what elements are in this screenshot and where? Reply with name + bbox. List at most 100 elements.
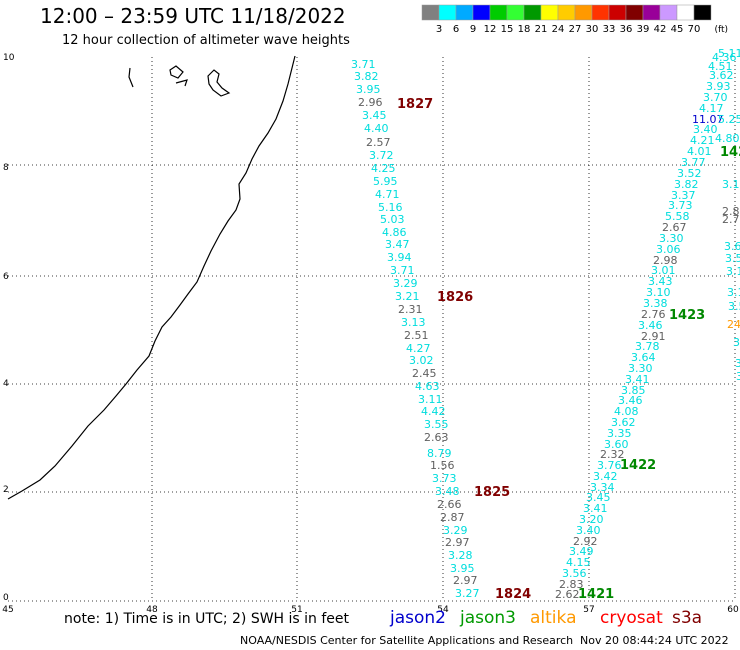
- wave-height-value: 3.30: [659, 232, 684, 245]
- wave-height-value: 3.35: [607, 427, 632, 440]
- legend-label: 9: [470, 24, 476, 35]
- x-tick-label: 51: [291, 605, 302, 615]
- wave-height-value: 3.73: [668, 199, 693, 212]
- wave-height-value: 2.67: [662, 221, 687, 234]
- wave-height-value: 3.85: [621, 384, 646, 397]
- legend-label: 3: [436, 24, 442, 35]
- wave-height-value: 3.73: [432, 472, 457, 485]
- wave-height-value: 3.21: [395, 290, 420, 303]
- pass-time-label: 1827: [397, 97, 433, 112]
- wave-height-value: 3.95: [356, 83, 381, 96]
- x-tick-label: 45: [2, 605, 13, 615]
- legend-label: 6: [453, 24, 459, 35]
- legend-label: 21: [535, 24, 548, 35]
- satellite-jason2: jason2: [390, 608, 446, 628]
- wave-height-value: 3.95: [450, 562, 475, 575]
- legend-label: 42: [654, 24, 667, 35]
- wave-height-value: 3.52: [677, 167, 702, 180]
- wave-height-value: 3.58: [728, 300, 740, 313]
- x-tick-label: 57: [583, 605, 594, 615]
- wave-height-value: 4.51: [708, 60, 733, 73]
- wave-height-value: 4.63: [415, 380, 440, 393]
- island-cluster: [128, 65, 231, 97]
- legend-label: 39: [637, 24, 650, 35]
- legend-label: 30: [586, 24, 599, 35]
- wave-height-value: 5.58: [665, 210, 690, 223]
- wave-height-value: 4.42: [421, 405, 446, 418]
- wave-height-value: 3.64: [631, 351, 656, 364]
- wave-height-value: 3.71: [390, 264, 415, 277]
- wave-height-value: 3.43: [648, 275, 673, 288]
- wave-height-value: 3.34: [590, 481, 615, 494]
- wave-height-value: 2.66: [437, 498, 462, 511]
- wave-height-value: 2.87: [440, 511, 465, 524]
- wave-height-value: 3.51: [725, 252, 740, 265]
- wave-height-value: 5.16: [378, 201, 403, 214]
- wave-height-value: 3.2: [736, 370, 740, 383]
- page-title: 12:00 – 23:59 UTC 11/18/2022: [40, 4, 346, 28]
- wave-height-value: 3.14: [726, 265, 740, 278]
- page-subtitle: 12 hour collection of altimeter wave hei…: [62, 33, 350, 48]
- wave-height-value: 2.85: [722, 205, 740, 218]
- wave-height-value: 5.25: [718, 113, 740, 126]
- wave-height-value: 2.45: [412, 367, 437, 380]
- wave-height-value: 3.45: [586, 491, 611, 504]
- color-legend: 3 6 9 12 15 18 21 24 27 30 33 36 39 42 45 70 (ft): [421, 4, 728, 35]
- pass-time-label: 1826: [437, 290, 473, 305]
- wave-height-value: 3.46: [618, 394, 643, 407]
- wave-height-value: 4.80: [715, 132, 740, 145]
- wave-height-value: 3.93: [706, 80, 731, 93]
- x-tick-label: 48: [146, 605, 158, 615]
- wave-height-value: 3.11: [722, 178, 740, 191]
- legend-label: 45: [671, 24, 684, 35]
- wave-height-value: 2.97: [453, 574, 478, 587]
- wave-height-value: 3.11: [418, 393, 443, 406]
- wave-height-value: 3.28: [448, 549, 473, 562]
- wave-height-value: 3.37: [671, 189, 696, 202]
- pass-time-label: 1825: [474, 485, 510, 500]
- wave-height-value: 4.86: [382, 226, 407, 239]
- wave-height-value: 3.70: [703, 91, 728, 104]
- x-axis-ticks: 45 48 51 54 57 60: [2, 605, 739, 615]
- y-axis-ticks: 0 2 4 6 8 10: [3, 53, 15, 603]
- legend-unit: (ft): [714, 25, 728, 35]
- satellite-jason3: jason3: [460, 608, 516, 628]
- wave-height-value: 2.78: [722, 213, 740, 226]
- x-tick-label: 60: [727, 605, 739, 615]
- wave-height-value: 3.46: [638, 319, 663, 332]
- wave-height-value: 3.20: [579, 513, 604, 526]
- wave-height-value: 3.41: [583, 502, 608, 515]
- legend-label: 27: [569, 24, 582, 35]
- legend-label: 36: [620, 24, 633, 35]
- wave-height-value: 3.78: [635, 340, 660, 353]
- pass-time-label: 1824: [495, 587, 531, 602]
- wave-height-value: 3.27: [455, 587, 480, 600]
- wave-height-value: 2.62: [555, 588, 580, 601]
- wave-height-value: 4.01: [687, 145, 712, 158]
- y-tick-label: 2: [3, 485, 9, 495]
- wave-height-value: 4.15: [566, 556, 591, 569]
- legend-label: 12: [484, 24, 497, 35]
- y-tick-label: 4: [3, 379, 9, 389]
- pass-time-label: 1421: [578, 587, 614, 602]
- credit-text: NOAA/NESDIS Center for Satellite Applica…: [240, 634, 574, 647]
- wave-height-value: 2.98: [653, 254, 678, 267]
- wave-height-value: 4.21: [690, 134, 715, 147]
- wave-height-value: 3.29: [393, 277, 418, 290]
- wave-height-value: 3.60: [604, 438, 629, 451]
- wave-height-value: 2.83: [559, 578, 584, 591]
- legend-label: 70: [688, 24, 701, 35]
- wave-height-value: 5.03: [380, 213, 405, 226]
- wave-height-value: 3.49: [569, 545, 594, 558]
- wave-height-value: 2.96: [358, 96, 383, 109]
- wave-height-value: 4.36: [712, 51, 737, 64]
- wave-height-value: 4.08: [614, 405, 639, 418]
- wave-height-value: 2.97: [445, 536, 470, 549]
- wave-height-value: 2.63: [424, 431, 449, 444]
- wave-height-value: 3.77: [681, 156, 706, 169]
- wave-height-value: 8.79: [427, 447, 452, 460]
- wave-height-value: 3.4: [735, 357, 740, 370]
- coastline: [7, 55, 296, 500]
- wave-height-value: 3.72: [369, 149, 394, 162]
